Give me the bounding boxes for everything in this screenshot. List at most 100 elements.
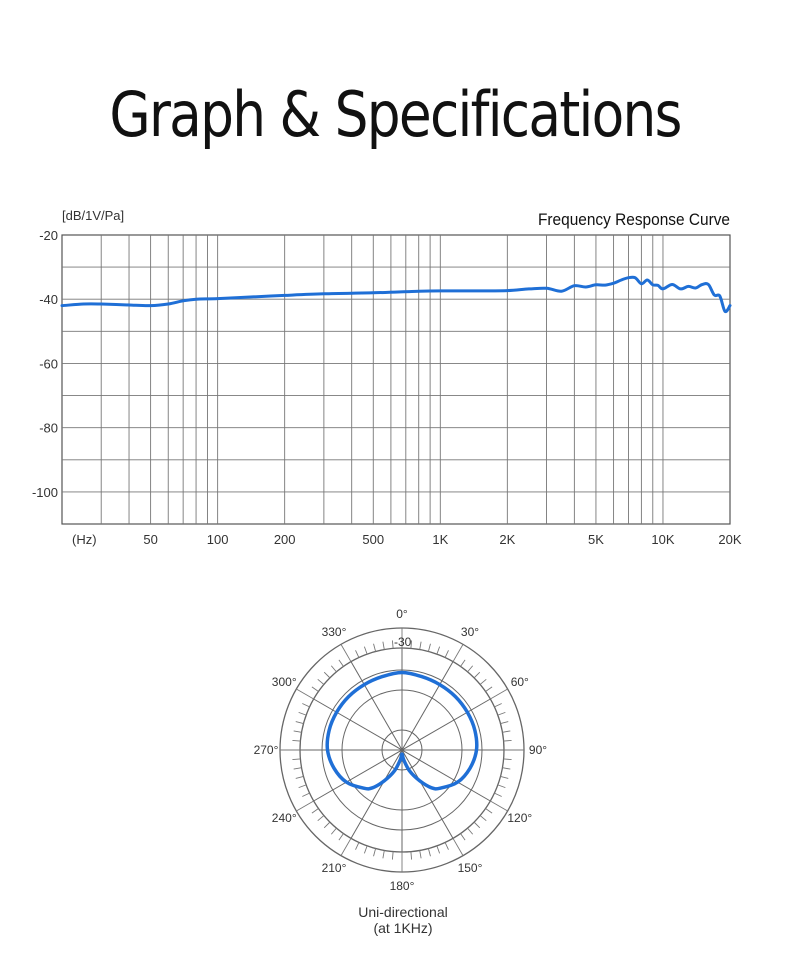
polar-tick-mark bbox=[338, 833, 344, 841]
polar-tick-mark bbox=[485, 686, 493, 692]
polar-tick-mark bbox=[373, 848, 377, 857]
fr-xtick-label: 500 bbox=[362, 532, 384, 547]
polar-tick-mark bbox=[490, 800, 508, 812]
polar-tick-mark bbox=[355, 650, 360, 658]
polar-tick-mark bbox=[503, 739, 512, 742]
polar-tick-mark bbox=[419, 641, 422, 650]
polar-tick-mark bbox=[497, 784, 506, 789]
polar-tick-mark bbox=[296, 688, 314, 700]
polar-tick-mark bbox=[311, 808, 319, 814]
polar-angle-label: 240° bbox=[272, 811, 297, 825]
polar-angle-label: 30° bbox=[461, 625, 479, 639]
polar-tick-mark bbox=[452, 838, 464, 856]
polar-tick-mark bbox=[298, 711, 307, 716]
polar-angle-label: 60° bbox=[511, 675, 529, 689]
fr-series-line bbox=[60, 275, 732, 314]
polar-chart-title: Uni-directional bbox=[358, 904, 448, 920]
polar-tick-mark bbox=[317, 815, 325, 822]
polar-angle-label: 300° bbox=[272, 675, 297, 689]
polar-tick-mark bbox=[485, 808, 493, 814]
polar-tick-mark bbox=[467, 827, 474, 835]
polar-tick-mark bbox=[497, 711, 506, 716]
polar-tick-mark bbox=[500, 775, 509, 779]
polar-tick-mark bbox=[436, 646, 441, 655]
fr-ytick-label: -100 bbox=[32, 485, 58, 500]
polar-tick-mark bbox=[467, 665, 474, 673]
polar-tick-mark bbox=[494, 792, 502, 797]
polar-tick-mark bbox=[503, 758, 512, 761]
polar-tick-mark bbox=[479, 678, 487, 685]
polar-tick-mark bbox=[436, 845, 441, 854]
fr-ytick-label: -80 bbox=[39, 421, 58, 436]
polar-tick-mark bbox=[479, 815, 487, 822]
polar-tick-mark bbox=[338, 659, 344, 667]
polar-tick-mark bbox=[363, 845, 368, 854]
polar-tick-mark bbox=[302, 703, 310, 708]
fr-xtick-label: 1K bbox=[432, 532, 448, 547]
polar-tick-mark bbox=[444, 650, 449, 658]
polar-grid bbox=[279, 627, 525, 873]
polar-tick-mark bbox=[382, 850, 385, 859]
polar-tick-mark bbox=[323, 671, 331, 679]
polar-angle-label: 210° bbox=[322, 861, 347, 875]
fr-xtick-label: 100 bbox=[207, 532, 229, 547]
polar-tick-mark bbox=[490, 688, 508, 700]
fr-xtick-labels: 50 100 200 500 1K 2K 5K 10K 20K bbox=[143, 532, 742, 547]
polar-tick-mark bbox=[330, 665, 337, 673]
polar-angle-label: 120° bbox=[507, 811, 532, 825]
fr-xtick-label: 5K bbox=[588, 532, 604, 547]
polar-tick-mark bbox=[330, 827, 337, 835]
polar-tick-mark bbox=[298, 784, 307, 789]
fr-xtick-label: 10K bbox=[651, 532, 674, 547]
fr-x-axis-label: (Hz) bbox=[72, 532, 97, 547]
polar-tick-mark bbox=[502, 767, 511, 770]
polar-tick-mark bbox=[295, 775, 304, 779]
fr-xtick-label: 2K bbox=[499, 532, 515, 547]
polar-tick-mark bbox=[373, 643, 377, 652]
polar-tick-mark bbox=[355, 842, 360, 850]
polar-tick-mark bbox=[302, 792, 310, 797]
polar-tick-mark bbox=[460, 659, 466, 667]
polar-tick-mark bbox=[444, 842, 449, 850]
polar-grid-spoke bbox=[350, 661, 454, 839]
polar-tick-mark bbox=[340, 838, 352, 856]
polar-tick-mark bbox=[363, 646, 368, 655]
fr-chart-title: Frequency Response Curve bbox=[538, 210, 730, 229]
polar-angle-label: 270° bbox=[254, 743, 279, 757]
polar-tick-mark bbox=[317, 678, 325, 685]
polar-tick-mark bbox=[311, 686, 319, 692]
polar-ring-label: -30 bbox=[394, 635, 412, 649]
polar-tick-mark bbox=[427, 848, 431, 857]
polar-chart-subtitle: (at 1KHz) bbox=[373, 920, 433, 936]
polar-tick-mark bbox=[473, 821, 481, 829]
polar-tick-mark bbox=[382, 641, 385, 650]
frequency-response-chart: -20 -40 -60 -80 -100 50 100 200 500 1K 2K 5K 10K 20K… bbox=[32, 208, 742, 547]
polar-angle-label: 0° bbox=[396, 607, 408, 621]
polar-tick-mark bbox=[391, 851, 394, 860]
fr-ytick-label: -60 bbox=[39, 356, 58, 371]
polar-tick-marks bbox=[280, 628, 524, 872]
polar-tick-mark bbox=[323, 821, 331, 829]
fr-y-axis-label: [dB/1V/Pa] bbox=[62, 208, 124, 223]
polar-series-line bbox=[325, 670, 479, 791]
polar-tick-mark bbox=[494, 703, 502, 708]
polar-tick-mark bbox=[502, 730, 511, 733]
polar-tick-mark bbox=[427, 643, 431, 652]
polar-tick-mark bbox=[293, 730, 302, 733]
polar-tick-mark bbox=[473, 671, 481, 679]
fr-ytick-labels: -20 -40 -60 -80 -100 bbox=[32, 228, 58, 500]
polar-tick-mark bbox=[293, 767, 302, 770]
polar-tick-mark bbox=[391, 640, 394, 649]
fr-xtick-label: 20K bbox=[718, 532, 741, 547]
polar-angle-label: 150° bbox=[458, 861, 483, 875]
fr-xtick-label: 50 bbox=[143, 532, 157, 547]
polar-tick-mark bbox=[296, 800, 314, 812]
polar-tick-mark bbox=[460, 833, 466, 841]
fr-xtick-label: 200 bbox=[274, 532, 296, 547]
polar-angle-label: 180° bbox=[390, 879, 415, 893]
polar-angle-label: 90° bbox=[529, 743, 547, 757]
polar-tick-mark bbox=[500, 721, 509, 725]
polar-angle-labels: 0° 30° 60° 90° 120° 150° 180° 210° 240° 270° 300° 3… bbox=[254, 607, 548, 893]
polar-tick-mark bbox=[340, 644, 352, 662]
fr-ytick-label: -20 bbox=[39, 228, 58, 243]
